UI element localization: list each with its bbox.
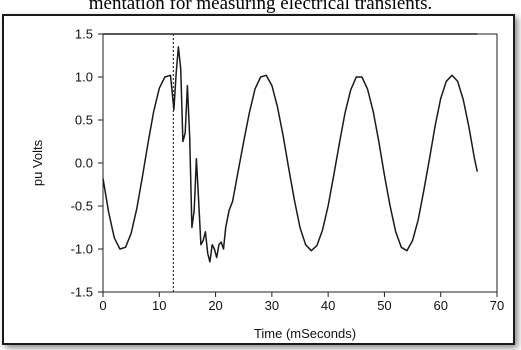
plot-area-border (102, 33, 498, 293)
y-axis-title: pu Volts (30, 139, 45, 186)
series-line (102, 46, 479, 263)
y-tick-label: 0.5 (75, 113, 93, 128)
x-axis-title: Time (mSeconds) (254, 326, 356, 341)
x-tick-label: 60 (433, 298, 447, 313)
x-tick-label: 30 (265, 298, 279, 313)
y-tick-label: 1.0 (75, 70, 93, 85)
x-tick-label: 0 (99, 298, 106, 313)
figure-caption: mentation for measuring electrical trans… (88, 0, 433, 14)
y-tick-label: 1.5 (75, 27, 93, 42)
y-tick-label: -1.0 (71, 242, 93, 257)
y-tick-label: -1.5 (71, 285, 93, 300)
x-tick-label: 50 (377, 298, 391, 313)
figure-frame (2, 14, 515, 345)
plot-area (102, 33, 498, 293)
y-tick-label: 0.0 (75, 156, 93, 171)
x-tick-label: 40 (321, 298, 335, 313)
x-tick-label: 10 (152, 298, 166, 313)
y-tick-label: -0.5 (71, 199, 93, 214)
series-group (102, 46, 479, 263)
x-tick-label: 70 (490, 298, 504, 313)
axes: 0 10 20 30 40 50 60 70 -1.5 -1.0 -0.5 0.0 0.5 1.0 1.5 (71, 27, 505, 314)
x-tick-label: 20 (208, 298, 222, 313)
